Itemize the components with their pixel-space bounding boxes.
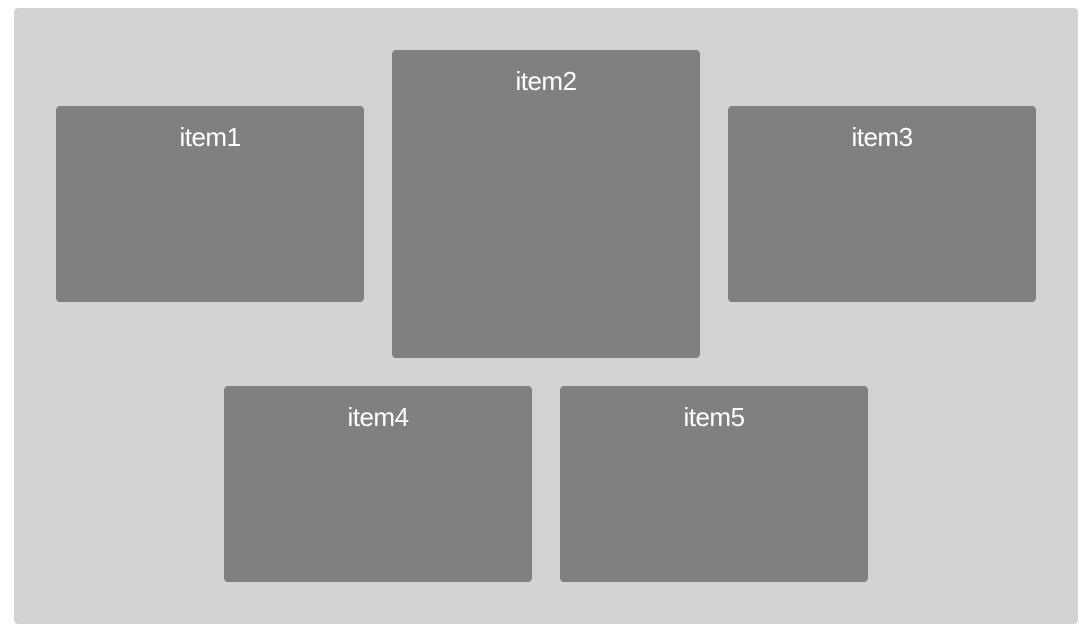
item-label-2: item2 xyxy=(515,66,577,96)
item-box-3: item3 xyxy=(728,106,1036,302)
item-label-4: item4 xyxy=(347,402,409,432)
flex-container: item1 item2 item3 item4 item5 xyxy=(14,8,1078,624)
item-label-5: item5 xyxy=(683,402,745,432)
item-box-5: item5 xyxy=(560,386,868,582)
item-label-1: item1 xyxy=(179,122,241,152)
item-box-1: item1 xyxy=(56,106,364,302)
item-box-4: item4 xyxy=(224,386,532,582)
item-label-3: item3 xyxy=(851,122,913,152)
item-box-2: item2 xyxy=(392,50,700,358)
